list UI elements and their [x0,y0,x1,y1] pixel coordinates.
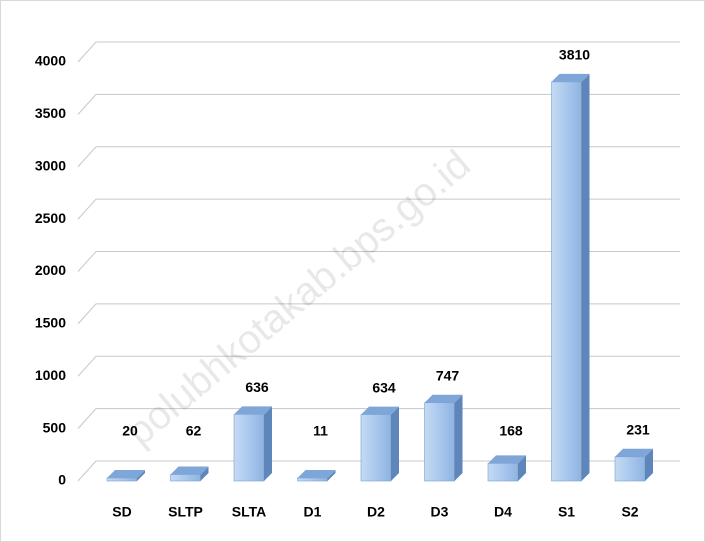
x-tick-label: SLTP [168,504,203,520]
y-tick-label: 3000 [35,157,66,173]
bar-side [518,455,526,481]
x-tick-label: SLTA [232,504,266,520]
bar-front [297,477,328,482]
bar-side [645,448,653,481]
value-label: 747 [436,367,460,383]
x-tick-label: D1 [304,504,322,520]
grid-line [77,460,680,482]
bar-side [264,406,272,481]
grid-line [77,41,680,63]
y-tick-label: 4000 [35,53,66,69]
bar-top [424,394,463,403]
plot-area: 0 500 1000 1500 2000 2500 3000 3500 4000 SD 20 SLTP… [35,41,680,520]
x-tick-label: SD [112,504,131,520]
bar-top [551,73,590,82]
x-tick-label: S2 [621,504,638,520]
grid-line [77,93,680,115]
bar-front [360,414,392,482]
x-tick-label: S1 [558,504,575,520]
bar-front [233,414,265,482]
bar-top [170,466,209,475]
bar [424,394,463,482]
grid-line [77,146,680,168]
bar [360,406,399,482]
y-tick-label: 1500 [35,315,66,331]
y-tick-label: 500 [43,419,67,435]
value-label: 11 [313,423,328,439]
value-label: 636 [245,379,269,395]
bar-side [454,394,463,481]
value-label: 20 [122,423,138,439]
value-label: 168 [499,423,523,439]
bar-side [391,406,399,481]
value-label: 634 [372,379,396,395]
bar-front [106,477,138,482]
bar [551,73,590,482]
bar-front [551,81,582,482]
bar-front [424,402,455,482]
value-label: 62 [186,423,202,439]
bar-top [107,470,145,478]
y-tick-label: 2500 [35,210,66,226]
bar [170,466,209,482]
grid-line [77,408,680,429]
y-tick-label: 1000 [35,367,66,383]
x-tick-label: D4 [494,504,512,520]
bar-top [361,406,399,415]
x-tick-label: D2 [367,504,385,520]
value-label: 231 [626,422,650,438]
bar-top [297,470,336,478]
y-tick-label: 0 [58,472,66,488]
bar [487,455,526,482]
bar-front [170,474,201,482]
y-tick-label: 3500 [35,105,66,121]
bar [614,448,653,482]
x-tick-label: D3 [431,504,449,520]
bar-top [488,455,526,464]
value-label: 3810 [559,47,590,63]
grid-line [77,198,680,220]
y-tick-label: 2000 [35,262,66,278]
bar-side [200,466,209,481]
bar [106,470,145,482]
grid-line [77,303,680,325]
grid-line [77,355,680,377]
bar-top [615,448,653,457]
grid-line [77,251,680,272]
bar [297,470,336,482]
bar-side [137,470,145,481]
bar [233,406,272,482]
bar-side [581,73,590,481]
bar-front [614,456,646,482]
bar-side [327,470,336,481]
bar-front [487,463,519,482]
bar-top [234,406,272,415]
